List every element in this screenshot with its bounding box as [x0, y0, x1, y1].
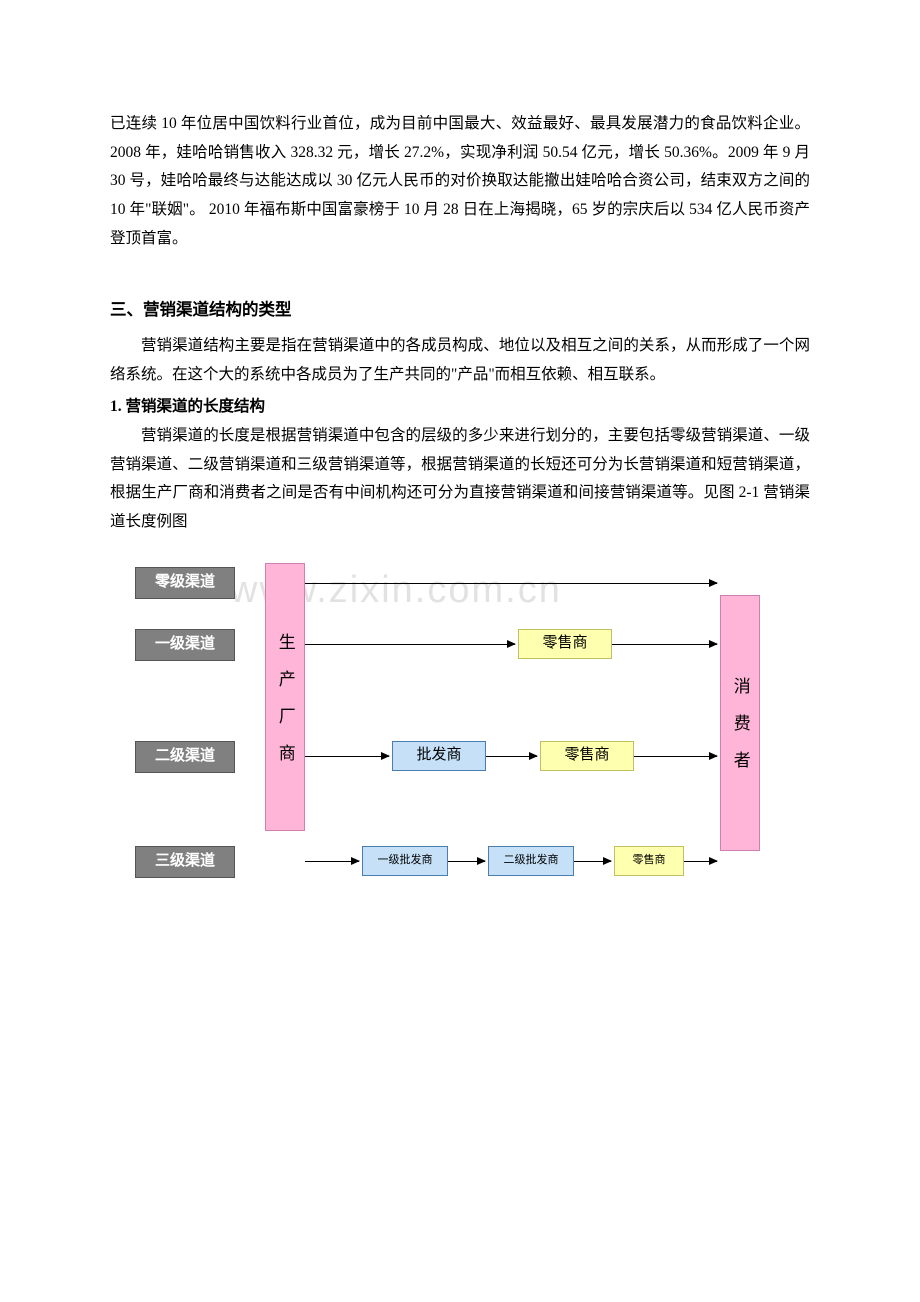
l3-wholesaler-2: 二级批发商	[488, 846, 574, 876]
level-2-label: 二级渠道	[135, 741, 235, 773]
subsection-1-body: 营销渠道的长度是根据营销渠道中包含的层级的多少来进行划分的，主要包括零级营销渠道…	[110, 422, 810, 537]
arrow-6	[305, 861, 359, 862]
section-3-intro: 营销渠道结构主要是指在营销渠道中的各成员构成、地位以及相互之间的关系，从而形成了…	[110, 332, 810, 389]
arrow-7	[448, 861, 485, 862]
arrow-3	[305, 756, 389, 757]
arrow-9	[684, 861, 717, 862]
level-3-label: 三级渠道	[135, 846, 235, 878]
l2-retailer: 零售商	[540, 741, 634, 771]
intro-paragraph: 已连续 10 年位居中国饮料行业首位，成为目前中国最大、效益最好、最具发展潜力的…	[110, 110, 810, 253]
l3-wholesaler-1: 一级批发商	[362, 846, 448, 876]
subsection-1-title: 1. 营销渠道的长度结构	[110, 393, 810, 422]
level-0-label: 零级渠道	[135, 567, 235, 599]
consumer-box: 消费者	[720, 595, 760, 851]
arrow-5	[634, 756, 717, 757]
arrow-4	[486, 756, 537, 757]
section-3-title: 三、营销渠道结构的类型	[110, 295, 810, 326]
l2-wholesaler: 批发商	[392, 741, 486, 771]
arrow-8	[574, 861, 611, 862]
producer-box: 生产厂商	[265, 563, 305, 831]
channel-length-diagram: www.zixin.com.cn 零级渠道一级渠道二级渠道三级渠道生产厂商消费者…	[110, 551, 810, 921]
l1-retailer: 零售商	[518, 629, 612, 659]
l3-retailer: 零售商	[614, 846, 684, 876]
arrow-0	[305, 583, 717, 584]
arrow-1	[305, 644, 515, 645]
level-1-label: 一级渠道	[135, 629, 235, 661]
arrow-2	[612, 644, 717, 645]
